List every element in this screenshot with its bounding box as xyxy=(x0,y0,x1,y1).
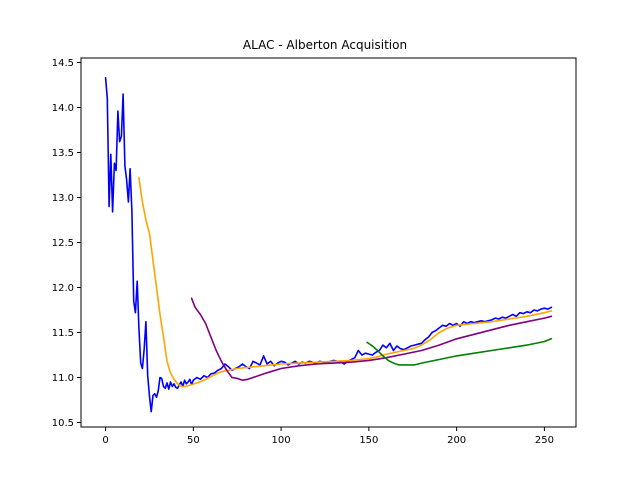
x-tick-label: 250 xyxy=(535,435,554,446)
x-tick-label: 0 xyxy=(102,435,108,446)
y-tick-label: 10.5 xyxy=(52,418,74,429)
series-layer xyxy=(104,77,553,413)
x-tick-label: 50 xyxy=(187,435,200,446)
series-line-2 xyxy=(138,176,553,388)
y-tick-label: 12.5 xyxy=(52,238,74,249)
y-tick-label: 14.0 xyxy=(52,103,74,114)
chart-title: ALAC - Alberton Acquisition xyxy=(243,38,407,52)
series-line-3 xyxy=(190,297,553,382)
y-tick-label: 12.0 xyxy=(52,283,74,294)
y-tick-label: 13.0 xyxy=(52,193,74,204)
x-tick-label: 200 xyxy=(447,435,466,446)
x-tick-label: 100 xyxy=(272,435,291,446)
y-tick-label: 11.5 xyxy=(52,328,74,339)
y-tick-label: 14.5 xyxy=(52,58,74,69)
y-tick-label: 11.0 xyxy=(52,373,74,384)
x-tick-label: 150 xyxy=(359,435,378,446)
y-axis: 10.5 11.0 11.5 12.0 12.5 13.0 13.5 14.0 14.5 xyxy=(52,58,81,429)
series-line-1 xyxy=(104,77,553,413)
series-line-4 xyxy=(366,337,553,366)
y-tick-label: 13.5 xyxy=(52,148,74,159)
x-axis: 0 50 100 150 200 250 xyxy=(102,427,554,446)
